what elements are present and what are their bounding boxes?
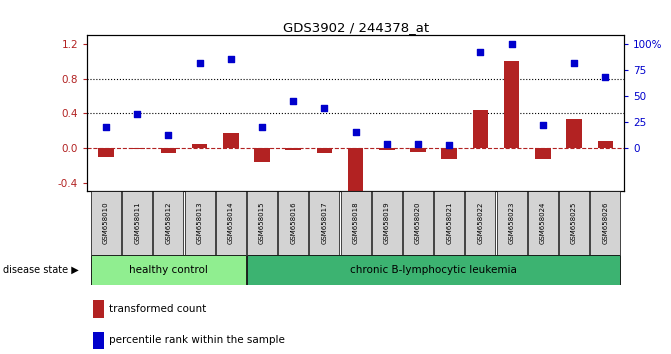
Bar — [192, 144, 207, 148]
FancyBboxPatch shape — [559, 191, 589, 255]
Bar — [379, 148, 395, 150]
FancyBboxPatch shape — [403, 191, 433, 255]
Point — [475, 50, 486, 55]
Bar — [93, 300, 105, 318]
Text: GSM658011: GSM658011 — [134, 202, 140, 244]
FancyBboxPatch shape — [185, 191, 215, 255]
FancyBboxPatch shape — [122, 191, 152, 255]
FancyBboxPatch shape — [91, 191, 121, 255]
Text: GSM658013: GSM658013 — [197, 202, 203, 244]
Bar — [348, 148, 364, 191]
Bar — [410, 148, 426, 152]
Text: GSM658016: GSM658016 — [291, 202, 296, 244]
Point — [350, 130, 361, 135]
FancyBboxPatch shape — [309, 191, 340, 255]
FancyBboxPatch shape — [216, 191, 246, 255]
Bar — [223, 133, 239, 148]
Point — [600, 74, 611, 80]
Point — [444, 142, 455, 148]
Text: GSM658017: GSM658017 — [321, 202, 327, 244]
Text: GSM658015: GSM658015 — [259, 202, 265, 244]
FancyBboxPatch shape — [466, 191, 495, 255]
Point — [101, 124, 111, 130]
Bar — [535, 148, 551, 159]
Title: GDS3902 / 244378_at: GDS3902 / 244378_at — [282, 21, 429, 34]
Point — [132, 111, 142, 116]
Text: chronic B-lymphocytic leukemia: chronic B-lymphocytic leukemia — [350, 265, 517, 275]
Point — [382, 141, 393, 147]
Bar — [285, 148, 301, 150]
Point — [194, 60, 205, 65]
Text: GSM658014: GSM658014 — [227, 202, 234, 244]
Bar — [160, 148, 176, 153]
Bar — [98, 148, 114, 156]
Text: transformed count: transformed count — [109, 304, 206, 314]
Text: GSM658026: GSM658026 — [603, 202, 609, 244]
Point — [319, 105, 329, 111]
Bar — [254, 148, 270, 162]
Text: GSM658010: GSM658010 — [103, 202, 109, 244]
Bar — [566, 119, 582, 148]
Point — [537, 122, 548, 128]
Text: GSM658024: GSM658024 — [540, 202, 546, 244]
Text: GSM658022: GSM658022 — [478, 202, 484, 244]
Point — [507, 41, 517, 47]
FancyBboxPatch shape — [590, 191, 620, 255]
Text: percentile rank within the sample: percentile rank within the sample — [109, 336, 285, 346]
Point — [569, 60, 580, 65]
FancyBboxPatch shape — [434, 191, 464, 255]
Bar — [442, 148, 457, 159]
Bar — [597, 141, 613, 148]
Text: GSM658021: GSM658021 — [446, 202, 452, 244]
Text: GSM658020: GSM658020 — [415, 202, 421, 244]
Point — [225, 56, 236, 62]
Bar — [472, 110, 488, 148]
Bar — [91, 255, 246, 285]
Bar — [317, 148, 332, 153]
Text: GSM658023: GSM658023 — [509, 202, 515, 244]
FancyBboxPatch shape — [341, 191, 370, 255]
Text: GSM658012: GSM658012 — [165, 202, 171, 244]
FancyBboxPatch shape — [372, 191, 402, 255]
Text: GSM658018: GSM658018 — [353, 202, 358, 244]
FancyBboxPatch shape — [247, 191, 277, 255]
Point — [163, 133, 174, 138]
Bar — [504, 61, 519, 148]
Text: healthy control: healthy control — [129, 265, 208, 275]
Bar — [93, 332, 105, 349]
FancyBboxPatch shape — [278, 191, 308, 255]
FancyBboxPatch shape — [497, 191, 527, 255]
Point — [288, 98, 299, 104]
Point — [256, 124, 267, 130]
Bar — [130, 148, 145, 149]
FancyBboxPatch shape — [528, 191, 558, 255]
FancyBboxPatch shape — [154, 191, 183, 255]
Point — [413, 141, 423, 147]
Bar — [247, 255, 620, 285]
Text: disease state ▶: disease state ▶ — [3, 265, 79, 275]
Text: GSM658025: GSM658025 — [571, 202, 577, 244]
Text: GSM658019: GSM658019 — [384, 202, 390, 244]
